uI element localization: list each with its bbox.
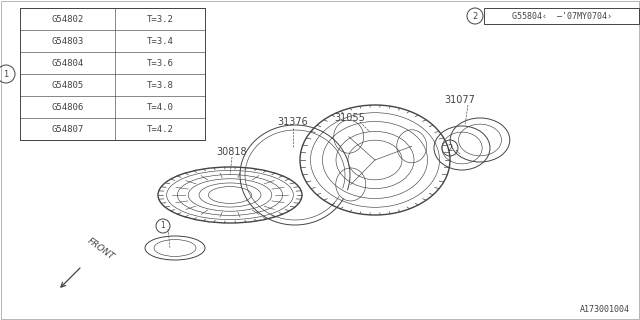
Text: A173001004: A173001004 — [580, 305, 630, 314]
Text: 1: 1 — [3, 69, 8, 78]
Text: G54804: G54804 — [51, 59, 84, 68]
Text: 1: 1 — [161, 221, 165, 230]
Text: G54806: G54806 — [51, 102, 84, 111]
Text: T=3.8: T=3.8 — [147, 81, 173, 90]
Text: G55804‹  –'07MY0704›: G55804‹ –'07MY0704› — [511, 12, 611, 20]
Text: G54807: G54807 — [51, 124, 84, 133]
Text: T=4.2: T=4.2 — [147, 124, 173, 133]
Text: T=4.0: T=4.0 — [147, 102, 173, 111]
Text: T=3.4: T=3.4 — [147, 36, 173, 45]
Text: 31376: 31376 — [278, 117, 308, 127]
Text: G54805: G54805 — [51, 81, 84, 90]
Text: G54802: G54802 — [51, 14, 84, 23]
Text: 31077: 31077 — [445, 95, 476, 105]
Text: G54803: G54803 — [51, 36, 84, 45]
Text: T=3.6: T=3.6 — [147, 59, 173, 68]
Text: FRONT: FRONT — [86, 237, 116, 262]
Text: T=3.2: T=3.2 — [147, 14, 173, 23]
Text: 2: 2 — [447, 143, 452, 153]
Text: 31055: 31055 — [335, 113, 365, 123]
Text: 30818: 30818 — [217, 147, 247, 157]
Text: 2: 2 — [472, 12, 477, 20]
